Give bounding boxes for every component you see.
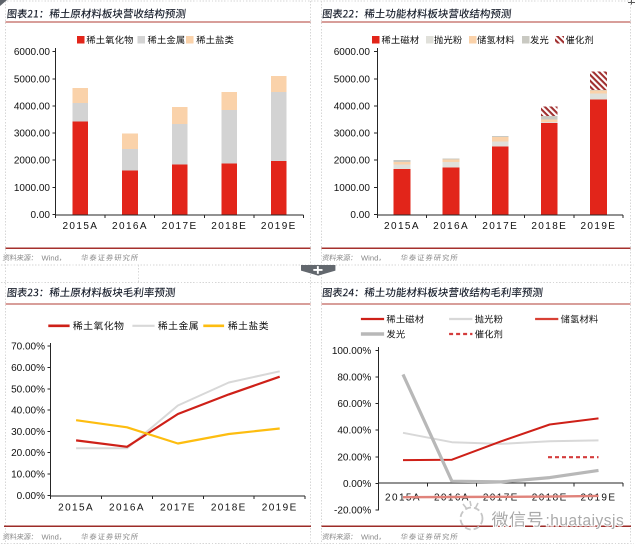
svg-text:0.00: 0.00: [350, 210, 370, 221]
svg-text:5000.00: 5000.00: [14, 74, 51, 85]
svg-text:70.00%: 70.00%: [11, 342, 45, 353]
svg-text:Wind: Wind: [361, 253, 378, 262]
svg-text:1000.00: 1000.00: [14, 183, 51, 194]
svg-text:3000.00: 3000.00: [334, 129, 371, 140]
svg-text:2017E: 2017E: [482, 221, 518, 232]
svg-text:2016A: 2016A: [433, 221, 469, 232]
svg-text:10.00%: 10.00%: [11, 470, 45, 481]
svg-text:0.00: 0.00: [31, 210, 51, 221]
svg-text:4000.00: 4000.00: [334, 102, 371, 113]
svg-text:2019E: 2019E: [581, 492, 617, 503]
svg-text:2016A: 2016A: [109, 503, 145, 514]
svg-text:2015A: 2015A: [62, 221, 98, 232]
svg-text:2000.00: 2000.00: [14, 156, 51, 167]
svg-text:2017E: 2017E: [162, 221, 198, 232]
svg-text:0.00%: 0.00%: [17, 491, 45, 502]
svg-text:Wind: Wind: [42, 532, 59, 541]
svg-text:40.00%: 40.00%: [11, 406, 45, 417]
svg-text:0.00%: 0.00%: [343, 479, 371, 490]
svg-text:Wind: Wind: [361, 532, 378, 541]
svg-text:2015A: 2015A: [58, 503, 94, 514]
svg-text:2000.00: 2000.00: [334, 156, 371, 167]
svg-text:6000.00: 6000.00: [14, 47, 51, 58]
svg-text:2017E: 2017E: [160, 503, 196, 514]
svg-text:4000.00: 4000.00: [14, 102, 51, 113]
svg-text::huataiysjs: :huataiysjs: [546, 513, 625, 530]
svg-text:2019E: 2019E: [262, 503, 298, 514]
svg-text:Wind: Wind: [42, 253, 59, 262]
svg-text:2018E: 2018E: [211, 221, 247, 232]
svg-text:5000.00: 5000.00: [334, 74, 371, 85]
svg-text:3000.00: 3000.00: [14, 129, 51, 140]
svg-text:-20.00%: -20.00%: [334, 506, 371, 517]
svg-text:100.00%: 100.00%: [332, 346, 372, 357]
svg-text:20.00%: 20.00%: [11, 448, 45, 459]
svg-text:6000.00: 6000.00: [334, 47, 371, 58]
svg-text:2018E: 2018E: [211, 503, 247, 514]
svg-text:2016A: 2016A: [112, 221, 148, 232]
svg-text:2018E: 2018E: [531, 221, 567, 232]
svg-text:1000.00: 1000.00: [334, 183, 371, 194]
svg-text:30.00%: 30.00%: [11, 427, 45, 438]
svg-text:60.00%: 60.00%: [11, 363, 45, 374]
svg-text:50.00%: 50.00%: [11, 384, 45, 395]
svg-text:60.00%: 60.00%: [337, 399, 371, 410]
svg-text:40.00%: 40.00%: [337, 426, 371, 437]
svg-text:20.00%: 20.00%: [337, 452, 371, 463]
svg-text:2015A: 2015A: [384, 221, 420, 232]
svg-text:2015A: 2015A: [385, 492, 421, 503]
svg-text:2019E: 2019E: [261, 221, 297, 232]
svg-text:2019E: 2019E: [580, 221, 616, 232]
svg-text:80.00%: 80.00%: [337, 373, 371, 384]
